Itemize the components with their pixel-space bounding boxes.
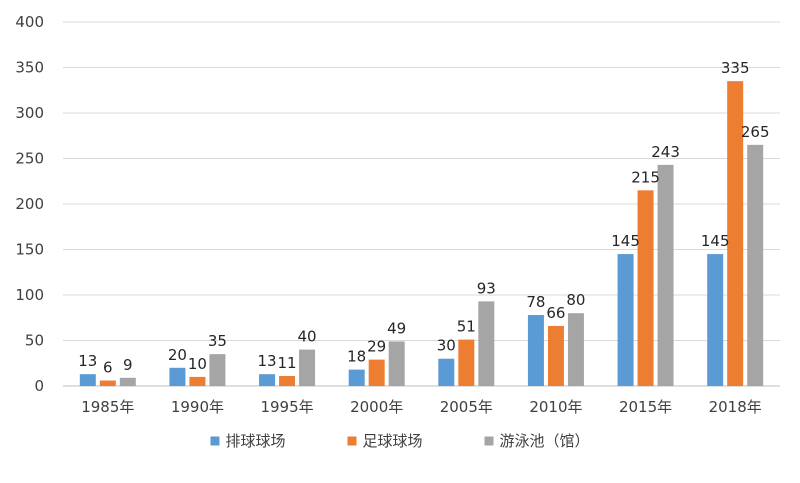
y-tick-label: 0: [34, 377, 44, 395]
bar: [438, 358, 455, 386]
bar: [637, 190, 654, 386]
bar: [259, 374, 276, 386]
data-label: 18: [347, 348, 366, 366]
bar: [209, 354, 226, 386]
x-tick-label: 1995年: [260, 398, 313, 416]
bar: [617, 254, 634, 386]
bar: [348, 369, 365, 386]
data-label: 13: [258, 352, 277, 370]
gridlines: [63, 21, 780, 387]
data-label: 9: [123, 356, 133, 374]
x-tick-label: 2005年: [440, 398, 493, 416]
x-tick-label: 2010年: [529, 398, 582, 416]
data-label: 11: [278, 354, 297, 372]
legend-label: 游泳池（馆）: [500, 432, 590, 450]
bar: [458, 339, 475, 386]
data-label: 145: [701, 232, 730, 250]
bar: [279, 375, 296, 386]
bar: [99, 380, 116, 386]
data-label: 215: [631, 168, 660, 186]
x-tick-label: 1990年: [171, 398, 224, 416]
y-tick-label: 350: [15, 59, 44, 77]
data-label: 80: [566, 291, 585, 309]
data-label: 78: [526, 293, 545, 311]
y-tick-label: 400: [15, 13, 44, 31]
data-label: 10: [188, 355, 207, 373]
x-tick-label: 2015年: [619, 398, 672, 416]
bar: [478, 301, 495, 386]
data-label: 13: [78, 352, 97, 370]
y-tick-label: 300: [15, 104, 44, 122]
bar: [189, 376, 206, 386]
legend-swatch: [347, 436, 357, 446]
y-axis-ticks: 0 50 100 150 200 250 300 350 400: [15, 13, 44, 395]
y-tick-label: 50: [25, 332, 44, 350]
data-label: 30: [437, 337, 456, 355]
data-label: 145: [611, 232, 640, 250]
legend-label: 足球球场: [362, 432, 422, 450]
legend-label: 排球球场: [225, 432, 285, 450]
x-tick-label: 2018年: [709, 398, 762, 416]
legend-swatch: [484, 436, 494, 446]
bar: [567, 313, 584, 386]
bar: [727, 81, 744, 387]
bar: [79, 374, 96, 386]
data-label: 40: [298, 328, 317, 346]
bar: [299, 349, 316, 386]
data-label: 66: [546, 304, 565, 322]
data-label: 49: [387, 319, 406, 337]
y-tick-label: 200: [15, 195, 44, 213]
x-axis-ticks: 1985年 1990年 1995年 2000年 2005年 2010年 2015年 2018年: [81, 398, 762, 416]
data-label: 29: [367, 338, 386, 356]
bars: [79, 81, 764, 387]
data-label: 243: [651, 143, 680, 161]
bar: [707, 254, 724, 386]
data-label: 265: [741, 123, 770, 141]
bar: [747, 144, 764, 386]
bar: [527, 315, 544, 386]
bar: [368, 359, 385, 386]
data-label: 51: [457, 318, 476, 336]
bar: [169, 367, 186, 386]
bar: [547, 325, 564, 386]
data-label: 20: [168, 346, 187, 364]
x-tick-label: 1985年: [81, 398, 134, 416]
legend-swatch: [210, 436, 220, 446]
legend: 排球球场 足球球场 游泳池（馆）: [210, 432, 590, 450]
x-tick-label: 2000年: [350, 398, 403, 416]
bar: [119, 377, 136, 386]
y-tick-label: 100: [15, 286, 44, 304]
bar: [388, 341, 405, 386]
y-tick-label: 150: [15, 241, 44, 259]
y-tick-label: 250: [15, 150, 44, 168]
data-label: 335: [721, 59, 750, 77]
data-label: 6: [103, 359, 113, 377]
data-label: 35: [208, 332, 227, 350]
data-label: 93: [477, 279, 496, 297]
bar: [657, 164, 674, 386]
